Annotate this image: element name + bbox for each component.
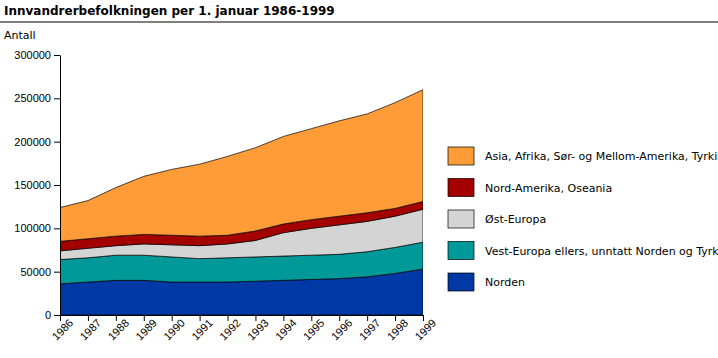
title: Innvandrerbefolkningen per 1. januar 198… — [4, 4, 335, 18]
legend-swatch — [448, 147, 474, 165]
tick: 200000 — [14, 136, 60, 148]
legend-swatch — [448, 273, 474, 291]
tick-mark — [311, 315, 312, 321]
legend-item: Vest-Europa ellers, unntatt Norden og Ty… — [448, 242, 718, 260]
tick: 1995 — [301, 315, 327, 342]
legend-label: Øst-Europa — [485, 213, 546, 226]
tick-mark — [54, 228, 60, 229]
tick-label: 1986 — [49, 317, 75, 343]
areas — [60, 90, 423, 315]
tick: 1991 — [189, 315, 215, 342]
legend-swatch — [448, 210, 474, 228]
tick-label: 1994 — [273, 317, 299, 343]
tick: 1986 — [49, 315, 75, 342]
legend-item: Nord-Amerika, Oseania — [448, 179, 612, 197]
tick-mark — [54, 315, 60, 316]
tick: 0 — [45, 309, 60, 321]
tick: 1999 — [412, 315, 438, 342]
tick-mark — [60, 315, 61, 321]
y-axis: 0 50000 100000 150000 200000 250000 300000 — [14, 49, 60, 321]
tick-mark — [54, 55, 60, 56]
legend-swatch — [448, 179, 474, 197]
tick: 50000 — [20, 266, 60, 278]
legend-item: Asia, Afrika, Sør- og Mellom-Amerika, Ty… — [448, 147, 718, 165]
tick-label: 1989 — [133, 317, 159, 343]
tick: 300000 — [14, 49, 60, 61]
tick-label: 150000 — [14, 179, 51, 191]
tick-label: 1990 — [161, 317, 187, 343]
tick-label: 1999 — [412, 317, 438, 343]
tick-mark — [339, 315, 340, 321]
tick: 1988 — [105, 315, 131, 342]
tick: 150000 — [14, 179, 60, 191]
legend-label: Norden — [485, 276, 525, 289]
tick: 1993 — [245, 315, 271, 342]
tick: 100000 — [14, 222, 60, 234]
tick-label: 0 — [45, 309, 51, 321]
tick: 1994 — [273, 315, 299, 342]
tick: 1998 — [385, 315, 411, 342]
tick: 1996 — [329, 315, 355, 342]
tick-mark — [54, 272, 60, 273]
tick-label: 100000 — [14, 222, 51, 234]
legend-item: Norden — [448, 273, 525, 291]
tick-mark — [255, 315, 256, 321]
tick-mark — [395, 315, 396, 321]
legend-swatch — [448, 242, 474, 260]
tick-label: 1996 — [329, 317, 355, 343]
tick: 1989 — [133, 315, 159, 342]
tick: 1990 — [161, 315, 187, 342]
tick: 1987 — [77, 315, 103, 342]
tick-mark — [228, 315, 229, 321]
legend-item: Øst-Europa — [448, 210, 546, 228]
tick-label: 300000 — [14, 49, 51, 61]
axis-line — [61, 315, 424, 316]
legend-label: Asia, Afrika, Sør- og Mellom-Amerika, Ty… — [485, 150, 718, 163]
plot: 0 50000 100000 150000 200000 250000 300000 1986… — [14, 49, 438, 342]
tick-label: 1998 — [385, 317, 411, 343]
tick-label: 1993 — [245, 317, 271, 343]
title-rule — [0, 22, 718, 23]
tick-label: 1991 — [189, 317, 215, 343]
tick-mark — [283, 315, 284, 321]
area — [60, 90, 423, 242]
tick-label: 1992 — [217, 317, 243, 343]
tick-label: 250000 — [14, 92, 51, 104]
tick-label: 1987 — [77, 317, 103, 343]
legend-label: Nord-Amerika, Oseania — [485, 182, 612, 195]
tick-mark — [200, 315, 201, 321]
chart: Innvandrerbefolkningen per 1. januar 198… — [0, 0, 718, 358]
tick-label: 1997 — [357, 317, 383, 343]
tick-label: 1988 — [105, 317, 131, 343]
tick-mark — [54, 98, 60, 99]
tick-mark — [367, 315, 368, 321]
legend-label: Vest-Europa ellers, unntatt Norden og Ty… — [485, 245, 718, 258]
tick-mark — [144, 315, 145, 321]
tick-mark — [88, 315, 89, 321]
legend: Asia, Afrika, Sør- og Mellom-Amerika, Ty… — [448, 147, 718, 291]
x-axis: 1986198719881989199019911992199319941995… — [49, 315, 438, 342]
tick-mark — [54, 142, 60, 143]
tick: 1997 — [357, 315, 383, 342]
tick: 1992 — [217, 315, 243, 342]
tick-label: 1995 — [301, 317, 327, 343]
tick-mark — [116, 315, 117, 321]
tick-mark — [54, 185, 60, 186]
tick-mark — [423, 315, 424, 321]
tick: 250000 — [14, 92, 60, 104]
tick-mark — [172, 315, 173, 321]
tick-label: 200000 — [14, 136, 51, 148]
y-axis-title: Antall — [4, 29, 36, 42]
tick-label: 50000 — [20, 266, 51, 278]
axis-line — [60, 56, 61, 316]
